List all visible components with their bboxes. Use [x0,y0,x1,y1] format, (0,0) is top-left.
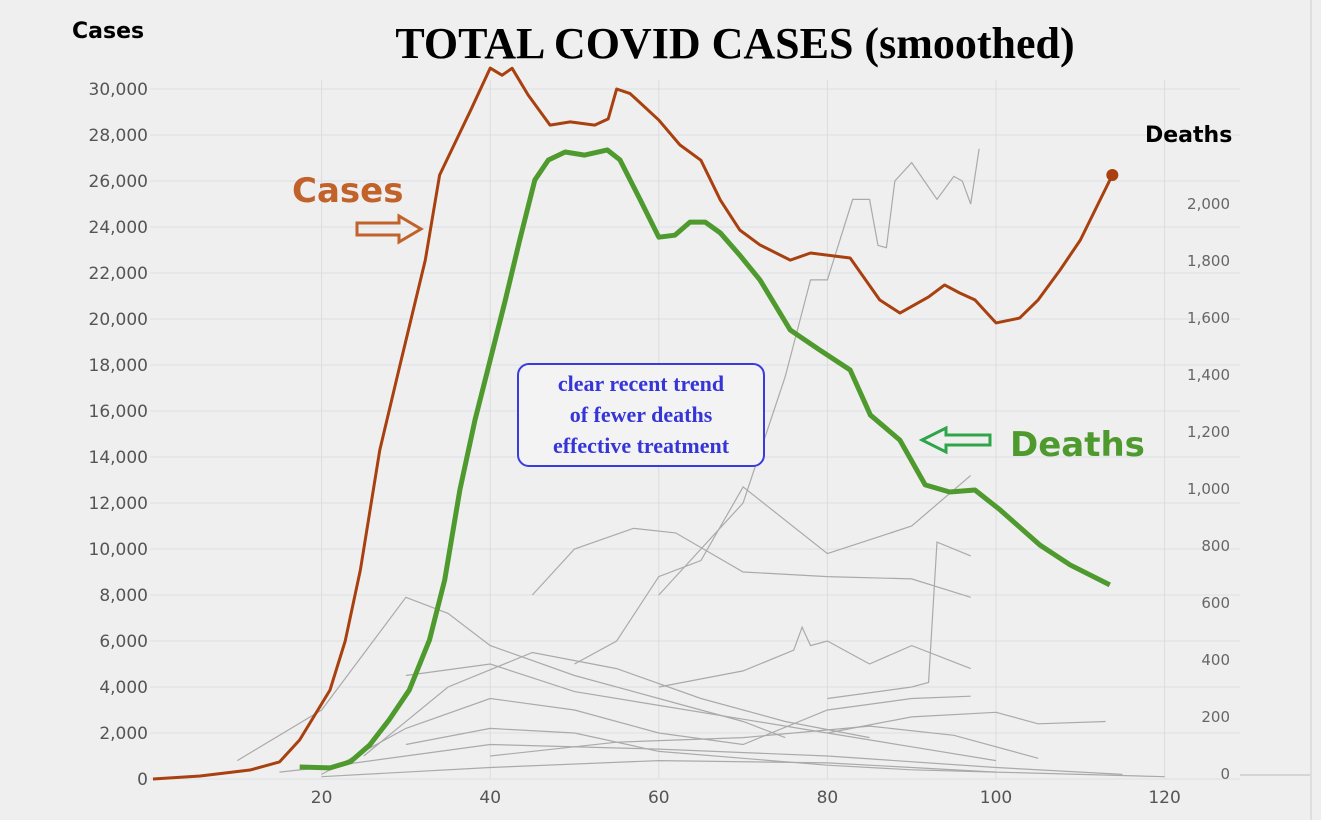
x-tick-label: 100 [980,788,1012,808]
main-series [152,66,1119,781]
y2-tick-label: 1,000 [1187,480,1230,498]
y2-tick-label: 200 [1201,708,1230,726]
x-tick-label: 20 [311,788,333,808]
note-line: effective treatment [552,433,730,458]
deaths-line [299,147,1111,771]
y2-tick-label: 1,400 [1187,366,1230,384]
y-tick-label: 6,000 [99,632,148,652]
y-tick-label: 24,000 [89,218,148,238]
y-tick-label: 2,000 [99,724,148,744]
y-tick-label: 28,000 [89,126,148,146]
x-axis-ticks: 20 40 60 80 100 120 [311,788,1181,808]
background-series [236,148,1165,778]
y2-tick-label: 400 [1201,651,1230,669]
y-tick-label: 8,000 [99,586,148,606]
y-tick-label: 4,000 [99,678,148,698]
cases-end-marker [1106,169,1119,182]
y-axis-title: Cases [72,19,144,44]
left-axis-ticks: 0 2,000 4,000 6,000 8,000 10,000 12,000 14,000 1… [89,80,148,790]
grid [150,80,1240,780]
y-tick-label: 16,000 [89,402,148,422]
cases-line [152,66,1114,781]
note-line: clear recent trend [557,371,725,396]
background-series-line [531,527,971,598]
cases-arrow-icon [355,213,424,245]
y-tick-label: 18,000 [89,356,148,376]
y2-tick-label: 1,200 [1187,423,1230,441]
y-tick-label: 22,000 [89,264,148,284]
note-line: of fewer deaths [569,402,713,427]
y2-axis-title: Deaths [1145,123,1232,148]
background-series-line [827,711,1106,734]
deaths-label: Deaths [1010,425,1145,465]
x-tick-label: 120 [1148,788,1180,808]
y-tick-label: 10,000 [89,540,148,560]
background-series-line [405,727,997,773]
background-series-line [236,596,786,762]
x-tick-label: 40 [479,788,501,808]
background-series-line [363,651,870,757]
background-series-line [321,695,971,775]
cases-label: Cases [292,171,403,211]
background-series-line [405,663,997,762]
background-series-line [490,725,1039,759]
y-tick-label: 14,000 [89,448,148,468]
background-series-line [827,541,971,700]
right-axis-ticks: 0 200 400 600 800 1,000 1,200 1,400 1,600 1,800 2,… [1187,195,1230,783]
y-tick-label: 12,000 [89,494,148,514]
deaths-arrow-icon [918,425,992,455]
x-tick-label: 60 [648,788,670,808]
annotation-box: clear recent trend of fewer deaths effec… [517,363,765,467]
y-tick-label: 0 [137,770,148,790]
x-tick-label: 80 [817,788,839,808]
background-series-line [658,625,971,688]
y-tick-label: 26,000 [89,172,148,192]
y-tick-label: 30,000 [89,80,148,100]
background-series-line [321,759,1165,778]
y2-tick-label: 1,600 [1187,309,1230,327]
y-tick-label: 20,000 [89,310,148,330]
chart-title: TOTAL COVID CASES (smoothed) [395,19,1074,68]
background-series-line [658,148,980,596]
y2-tick-label: 2,000 [1187,195,1230,213]
y2-tick-label: 600 [1201,594,1230,612]
background-series-line [574,474,972,665]
y2-tick-label: 800 [1201,537,1230,555]
y2-tick-label: 0 [1220,765,1230,783]
y2-tick-label: 1,800 [1187,252,1230,270]
